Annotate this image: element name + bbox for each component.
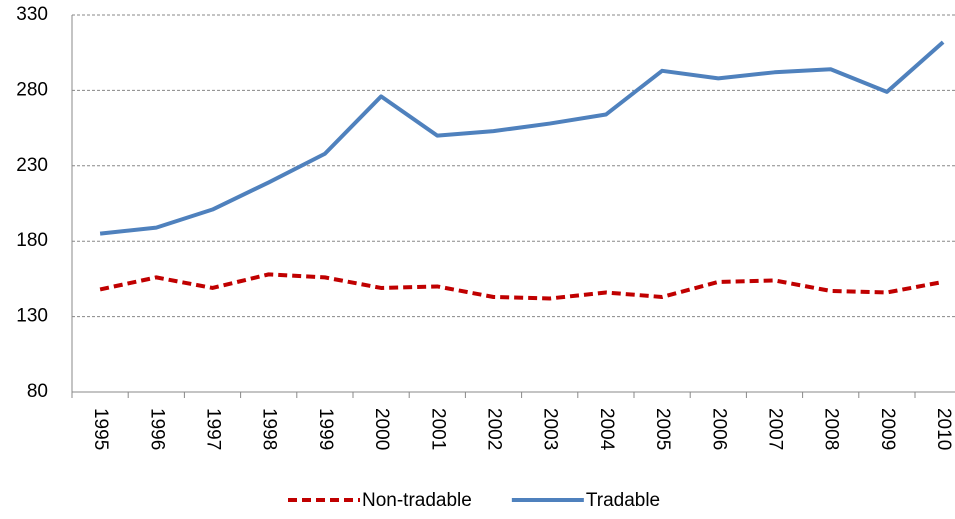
legend-label: Non-tradable xyxy=(362,490,472,511)
y-tick-label: 230 xyxy=(16,155,48,176)
series-line xyxy=(99,40,945,236)
y-tick-label: 180 xyxy=(16,230,48,251)
x-tick-label: 2009 xyxy=(877,408,898,450)
y-tick-label: 130 xyxy=(16,306,48,327)
x-tick-label: 2001 xyxy=(427,408,448,450)
x-tick-label: 2006 xyxy=(708,408,729,450)
x-tick-label: 1996 xyxy=(146,408,167,450)
y-tick-label: 330 xyxy=(16,4,48,25)
x-tick-label: 1999 xyxy=(315,408,336,450)
x-tick-label: 2000 xyxy=(371,408,392,450)
x-tick-label: 2003 xyxy=(540,408,561,450)
legend-label: Tradable xyxy=(586,490,660,511)
y-tick-label: 280 xyxy=(16,79,48,100)
x-tick-label: 1995 xyxy=(90,408,111,450)
x-tick-label: 1997 xyxy=(202,408,223,450)
y-tick-label: 80 xyxy=(27,381,48,402)
x-tick-label: 1998 xyxy=(259,408,280,450)
x-tick-label: 2004 xyxy=(596,408,617,451)
x-tick-label: 2002 xyxy=(483,408,504,450)
x-tick-label: 2008 xyxy=(821,408,842,450)
x-tick-label: 2005 xyxy=(652,408,673,450)
x-tick-label: 2007 xyxy=(764,408,785,450)
series-line xyxy=(99,272,944,301)
x-tick-label: 2010 xyxy=(933,408,954,450)
